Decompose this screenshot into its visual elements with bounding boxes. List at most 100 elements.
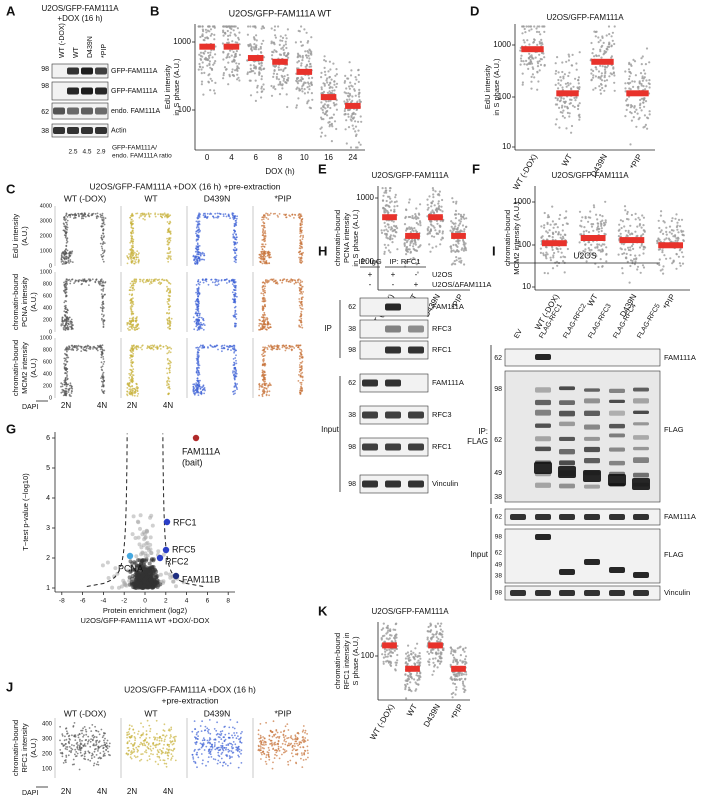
dot bbox=[64, 376, 67, 379]
dot bbox=[229, 31, 232, 34]
dot bbox=[464, 658, 467, 661]
dot bbox=[61, 316, 64, 319]
dot bbox=[246, 71, 249, 74]
dot bbox=[455, 200, 458, 203]
dot bbox=[208, 25, 211, 28]
dot bbox=[393, 208, 396, 211]
dot bbox=[564, 82, 568, 85]
dot bbox=[595, 30, 598, 33]
dot bbox=[354, 120, 357, 123]
dot bbox=[277, 216, 279, 218]
dot bbox=[135, 345, 138, 348]
dot bbox=[248, 79, 251, 82]
dot bbox=[274, 88, 277, 91]
dot bbox=[595, 254, 598, 258]
dot bbox=[201, 34, 204, 38]
dot bbox=[131, 376, 134, 378]
dot bbox=[570, 87, 573, 90]
dot bbox=[595, 68, 598, 71]
dot bbox=[454, 678, 457, 681]
blot-band bbox=[81, 87, 93, 95]
dot bbox=[201, 25, 204, 28]
dot bbox=[596, 218, 599, 221]
dot bbox=[583, 250, 587, 253]
dot bbox=[638, 116, 641, 119]
panel-title: U2OS/GFP-FAM111A WT bbox=[229, 8, 332, 18]
dot bbox=[302, 236, 304, 239]
dot bbox=[661, 251, 664, 254]
dot bbox=[260, 75, 263, 78]
dot bbox=[597, 230, 600, 233]
dot bbox=[458, 222, 462, 225]
dot bbox=[277, 25, 280, 28]
dot bbox=[309, 62, 312, 66]
dot bbox=[621, 272, 624, 275]
dot bbox=[682, 230, 685, 233]
dot bbox=[410, 652, 413, 656]
dot bbox=[389, 236, 392, 239]
dot bbox=[329, 99, 332, 102]
dot bbox=[661, 249, 664, 252]
dot bbox=[67, 328, 70, 331]
dot bbox=[234, 292, 237, 294]
dot bbox=[553, 251, 556, 255]
dot bbox=[100, 368, 103, 371]
median-bar bbox=[223, 43, 240, 50]
dot bbox=[348, 98, 351, 101]
dot bbox=[384, 655, 387, 658]
dot bbox=[454, 217, 457, 220]
dot bbox=[101, 310, 104, 313]
dot bbox=[323, 70, 327, 73]
dot bbox=[631, 259, 634, 263]
dot bbox=[258, 256, 261, 259]
dot bbox=[197, 253, 200, 256]
dot bbox=[168, 295, 171, 298]
dot bbox=[597, 70, 601, 73]
dot bbox=[598, 243, 601, 246]
dot bbox=[66, 261, 68, 264]
dot bbox=[432, 670, 435, 673]
dot bbox=[659, 248, 662, 251]
dot bbox=[262, 292, 265, 295]
dot bbox=[169, 327, 171, 330]
dot bbox=[330, 92, 333, 95]
dot bbox=[394, 193, 397, 196]
dot bbox=[534, 56, 537, 59]
dot bbox=[586, 254, 590, 257]
dot bbox=[330, 123, 333, 126]
dot bbox=[455, 202, 458, 205]
dot bbox=[588, 248, 591, 252]
y-tick-label: 2000 bbox=[40, 233, 52, 239]
dot bbox=[633, 258, 636, 261]
dot bbox=[135, 347, 138, 350]
dot bbox=[600, 227, 603, 230]
dot bbox=[199, 321, 202, 324]
dot bbox=[542, 254, 545, 257]
dot bbox=[343, 80, 347, 83]
dot bbox=[168, 246, 170, 249]
dot bbox=[260, 42, 263, 45]
dot bbox=[63, 216, 66, 219]
dot bbox=[197, 68, 200, 71]
dot bbox=[452, 659, 455, 662]
y-axis-label: S phase (A.U.) bbox=[351, 636, 360, 686]
dot bbox=[627, 248, 631, 252]
dot bbox=[236, 73, 239, 76]
dot bbox=[462, 647, 465, 651]
dot bbox=[539, 251, 543, 254]
dot bbox=[101, 212, 104, 215]
dot bbox=[347, 109, 350, 112]
dot bbox=[161, 278, 164, 281]
dot bbox=[222, 72, 225, 75]
dot bbox=[65, 300, 68, 303]
dot bbox=[207, 81, 210, 84]
dot bbox=[84, 213, 87, 216]
dot bbox=[167, 287, 169, 290]
dot bbox=[283, 75, 286, 78]
dot bbox=[148, 283, 151, 285]
panel-title: U2OS/GFP-FAM111A bbox=[371, 171, 449, 180]
dot bbox=[102, 220, 105, 222]
dot bbox=[412, 245, 415, 248]
dot bbox=[61, 320, 64, 323]
y-axis-label: chromatin-bound bbox=[11, 274, 20, 330]
